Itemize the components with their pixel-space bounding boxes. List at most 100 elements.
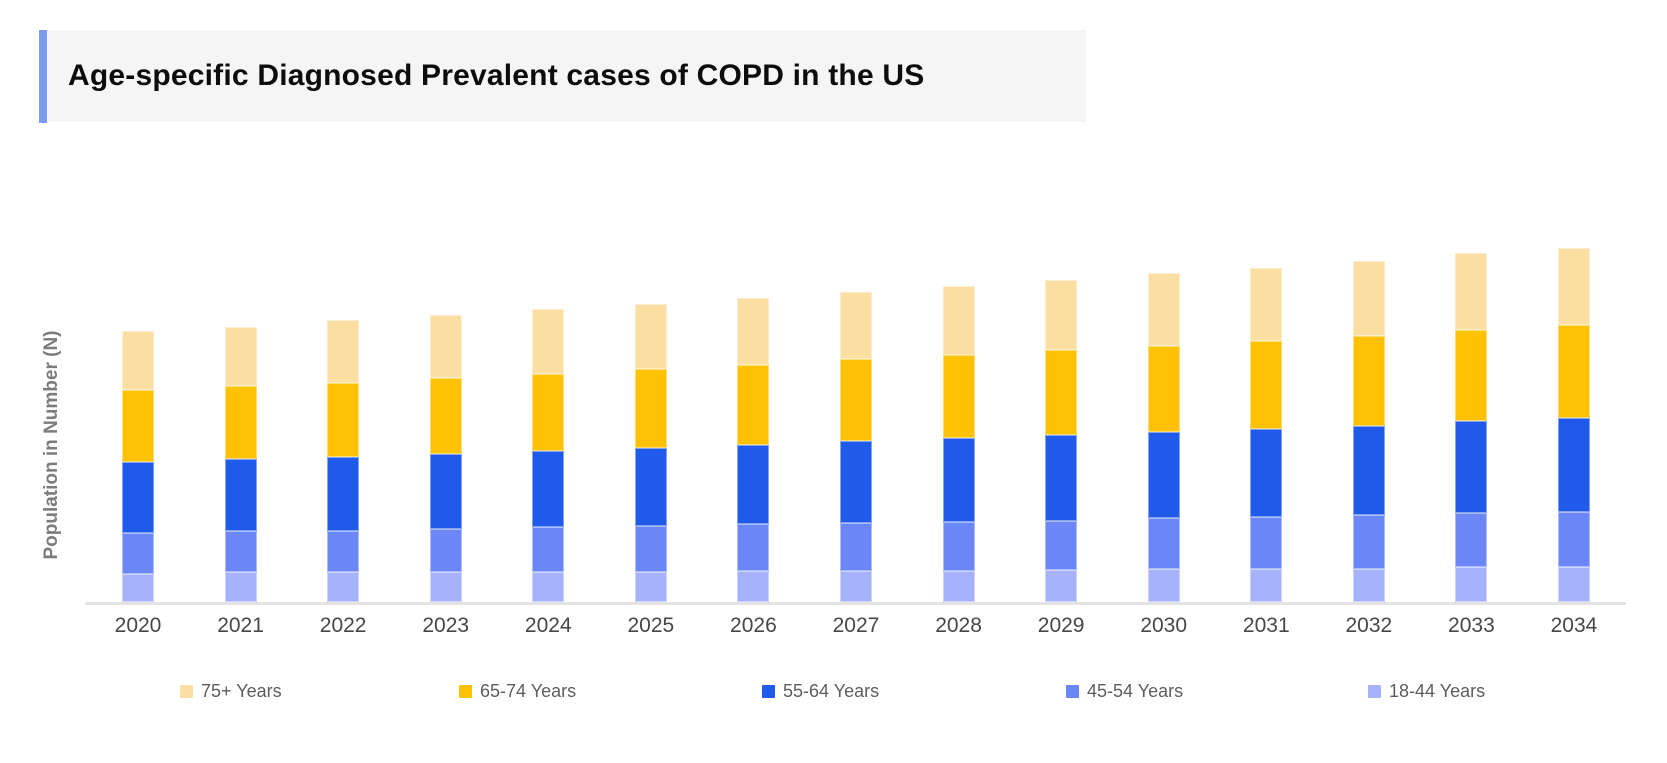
bar-segment-2025-75+-years xyxy=(634,304,667,369)
bar-segment-2034-55-64-years xyxy=(1557,418,1590,512)
stacked-bar-2029 xyxy=(1045,280,1078,602)
legend-label: 55-64 Years xyxy=(783,681,880,701)
legend-swatch-45-54-icon xyxy=(1066,685,1079,698)
legend-label: 65-74 Years xyxy=(480,681,577,701)
stacked-bar-2022 xyxy=(327,320,360,602)
stacked-bar-2024 xyxy=(532,309,565,602)
stacked-bar-2030 xyxy=(1147,273,1180,602)
bar-segment-2029-65-74-years xyxy=(1045,350,1078,435)
bar-segment-2034-45-54-years xyxy=(1557,512,1590,567)
x-axis-tick-label: 2026 xyxy=(730,614,777,637)
bar-segment-2033-55-64-years xyxy=(1455,421,1488,513)
bar-segment-2023-75+-years xyxy=(429,315,462,378)
x-axis-tick-label: 2021 xyxy=(217,614,264,637)
bar-segment-2031-55-64-years xyxy=(1250,429,1283,517)
bar-segment-2021-75+-years xyxy=(224,327,257,386)
bar-segment-2025-55-64-years xyxy=(634,448,667,526)
bar-segment-2020-45-54-years xyxy=(122,533,154,574)
bar-segment-2020-65-74-years xyxy=(122,390,154,462)
bar-segment-2025-65-74-years xyxy=(634,369,667,448)
bar-segment-2029-55-64-years xyxy=(1045,435,1078,521)
x-axis-tick-label: 2034 xyxy=(1550,614,1598,637)
bar-segment-2027-65-74-years xyxy=(839,359,872,441)
bar-segment-2024-55-64-years xyxy=(532,451,565,527)
stacked-bar-2028 xyxy=(942,286,975,602)
y-axis-label: Population in Number (N) xyxy=(41,330,62,560)
bar-segment-2024-65-74-years xyxy=(532,374,565,451)
stacked-bar-2021 xyxy=(224,327,257,602)
page-title: Age-specific Diagnosed Prevalent cases o… xyxy=(68,59,925,92)
bar-segment-2027-75+-years xyxy=(839,292,872,359)
bar-segment-2030-18-44-years xyxy=(1147,569,1180,602)
bar-segment-2032-18-44-years xyxy=(1352,569,1385,602)
bar-segment-2021-18-44-years xyxy=(224,572,257,602)
bar-segment-2029-45-54-years xyxy=(1045,521,1078,570)
title-box: Age-specific Diagnosed Prevalent cases o… xyxy=(47,30,1086,122)
bar-segment-2027-18-44-years xyxy=(839,571,872,602)
x-axis-tick-label: 2031 xyxy=(1242,614,1290,637)
stacked-bar-2025 xyxy=(634,304,667,602)
bar-segment-2030-55-64-years xyxy=(1147,432,1180,518)
stacked-bar-2034 xyxy=(1557,248,1590,602)
bar-segment-2031-45-54-years xyxy=(1250,517,1283,569)
bar-segment-2028-18-44-years xyxy=(942,571,975,602)
bar-segment-2026-75+-years xyxy=(737,298,770,365)
x-axis-tick-label: 2027 xyxy=(832,614,880,637)
bar-segment-2023-65-74-years xyxy=(429,378,462,454)
bar-segment-2034-18-44-years xyxy=(1557,567,1590,602)
legend-item-18-44: 18-44 Years xyxy=(1368,681,1485,702)
bar-segment-2033-18-44-years xyxy=(1455,567,1488,602)
bar-segment-2022-65-74-years xyxy=(327,383,360,457)
bar-segment-2032-75+-years xyxy=(1352,261,1385,336)
bar-segment-2020-75+-years xyxy=(122,331,154,390)
bar-segment-2023-18-44-years xyxy=(429,572,462,602)
bar-segment-2025-45-54-years xyxy=(634,526,667,572)
bar-segment-2028-75+-years xyxy=(942,286,975,355)
bar-segment-2033-45-54-years xyxy=(1455,513,1488,567)
bar-segment-2031-65-74-years xyxy=(1250,341,1283,429)
bar-segment-2034-75+-years xyxy=(1557,248,1590,325)
bar-segment-2030-75+-years xyxy=(1147,273,1180,346)
bar-segment-2032-45-54-years xyxy=(1352,515,1385,569)
legend-label: 18-44 Years xyxy=(1389,681,1486,701)
bar-segment-2028-65-74-years xyxy=(942,355,975,438)
bar-segment-2027-55-64-years xyxy=(839,441,872,523)
bar-segment-2021-55-64-years xyxy=(224,459,257,531)
legend-label: 75+ Years xyxy=(201,681,282,701)
legend-item-65-74: 65-74 Years xyxy=(459,681,576,702)
legend-item-55-64: 55-64 Years xyxy=(762,681,879,702)
bar-segment-2026-45-54-years xyxy=(737,524,770,571)
legend-swatch-65-74-icon xyxy=(459,685,472,698)
bar-segment-2031-75+-years xyxy=(1250,268,1283,341)
legend-swatch-55-64-icon xyxy=(762,685,775,698)
bar-segment-2024-45-54-years xyxy=(532,527,565,572)
stacked-bar-2027 xyxy=(839,292,872,602)
stacked-bar-2026 xyxy=(737,298,770,602)
legend-item-75plus: 75+ Years xyxy=(180,681,282,702)
x-axis-tick-label: 2033 xyxy=(1448,614,1495,637)
bar-segment-2027-45-54-years xyxy=(839,523,872,571)
bar-segment-2025-18-44-years xyxy=(634,572,667,602)
bar-segment-2022-55-64-years xyxy=(327,457,360,531)
x-axis-tick-label: 2023 xyxy=(422,614,470,637)
bar-segment-2022-45-54-years xyxy=(327,531,360,572)
bar-segment-2032-65-74-years xyxy=(1352,336,1385,426)
bar-segment-2026-18-44-years xyxy=(737,571,770,602)
stacked-bar-2032 xyxy=(1352,261,1385,602)
stacked-bar-2023 xyxy=(429,315,462,602)
legend-swatch-18-44-icon xyxy=(1368,685,1381,698)
bar-segment-2033-65-74-years xyxy=(1455,330,1488,421)
bar-segment-2024-75+-years xyxy=(532,309,565,374)
x-axis-tick-label: 2028 xyxy=(935,614,982,637)
bar-segment-2028-55-64-years xyxy=(942,438,975,522)
bar-segment-2028-45-54-years xyxy=(942,522,975,571)
bar-segment-2020-55-64-years xyxy=(122,462,154,533)
x-axis-tick-label: 2020 xyxy=(114,614,162,637)
bar-segment-2030-65-74-years xyxy=(1147,346,1180,432)
x-axis-line xyxy=(85,602,1626,605)
bar-segment-2030-45-54-years xyxy=(1147,518,1180,569)
bar-segment-2029-75+-years xyxy=(1045,280,1078,350)
legend-swatch-75plus-icon xyxy=(180,685,193,698)
title-accent-bar xyxy=(39,30,47,123)
